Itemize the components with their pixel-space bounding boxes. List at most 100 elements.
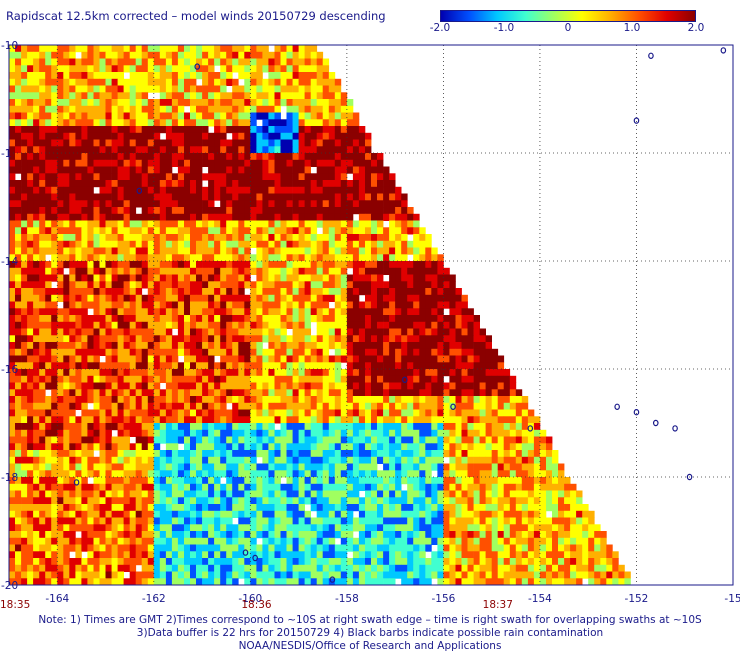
- heatmap-cell: [123, 112, 130, 120]
- heatmap-cell: [141, 497, 149, 505]
- heatmap-cell: [202, 355, 209, 363]
- heatmap-cell: [322, 207, 330, 215]
- heatmap-cell: [27, 173, 34, 181]
- heatmap-cell: [377, 193, 384, 201]
- heatmap-cell: [286, 362, 293, 370]
- heatmap-cell: [250, 45, 257, 53]
- heatmap-cell: [69, 51, 76, 59]
- heatmap-cell: [443, 315, 450, 323]
- heatmap-cell: [280, 463, 287, 471]
- heatmap-cell: [153, 153, 161, 161]
- heatmap-cell: [395, 315, 402, 323]
- heatmap-cell: [322, 308, 330, 316]
- heatmap-cell: [431, 456, 438, 464]
- heatmap-cell: [443, 409, 450, 417]
- heatmap-cell: [159, 153, 167, 161]
- heatmap-cell: [365, 456, 372, 464]
- heatmap-cell: [340, 355, 348, 363]
- heatmap-cell: [214, 220, 221, 228]
- heatmap-cell: [111, 423, 118, 431]
- heatmap-cell: [328, 288, 336, 296]
- heatmap-cell: [63, 362, 70, 370]
- heatmap-cell: [401, 375, 408, 383]
- heatmap-cell: [111, 45, 118, 53]
- heatmap-cell: [81, 328, 88, 336]
- heatmap-cell: [214, 490, 221, 498]
- heatmap-cell: [533, 450, 541, 458]
- heatmap-cell: [334, 409, 342, 417]
- heatmap-cell: [123, 261, 130, 269]
- heatmap-cell: [437, 429, 444, 437]
- heatmap-cell: [358, 477, 366, 485]
- heatmap-cell: [340, 396, 348, 404]
- heatmap-cell: [334, 92, 342, 100]
- heatmap-cell: [371, 274, 378, 282]
- heatmap-cell: [81, 362, 88, 370]
- heatmap-cell: [316, 146, 324, 154]
- heatmap-cell: [401, 261, 408, 269]
- heatmap-cell: [576, 490, 583, 498]
- heatmap-cell: [461, 315, 468, 323]
- heatmap-cell: [340, 146, 348, 154]
- heatmap-cell: [238, 119, 245, 127]
- heatmap-cell: [274, 470, 281, 478]
- heatmap-cell: [334, 402, 342, 410]
- heatmap-cell: [202, 321, 209, 329]
- heatmap-cell: [346, 504, 354, 512]
- heatmap-cell: [395, 220, 402, 228]
- heatmap-cell: [437, 483, 444, 491]
- heatmap-cell: [443, 470, 450, 478]
- heatmap-cell: [371, 409, 378, 417]
- heatmap-cell: [334, 429, 342, 437]
- heatmap-cell: [15, 396, 22, 404]
- heatmap-cell: [220, 335, 227, 343]
- heatmap-cell: [310, 301, 318, 309]
- heatmap-cell: [208, 308, 215, 316]
- heatmap-cell: [9, 382, 16, 390]
- heatmap-cell: [310, 423, 318, 431]
- heatmap-cell: [352, 132, 360, 140]
- heatmap-cell: [111, 355, 118, 363]
- heatmap-cell: [298, 72, 305, 80]
- heatmap-cell: [21, 193, 28, 201]
- heatmap-cell: [431, 477, 438, 485]
- heatmap-cell: [190, 200, 197, 208]
- heatmap-cell: [190, 490, 197, 498]
- heatmap-cell: [81, 119, 88, 127]
- heatmap-cell: [177, 436, 185, 444]
- heatmap-cell: [196, 375, 203, 383]
- heatmap-cell: [69, 355, 76, 363]
- heatmap-cell: [431, 261, 438, 269]
- heatmap-cell: [69, 139, 76, 147]
- heatmap-cell: [165, 45, 173, 53]
- heatmap-cell: [226, 274, 233, 282]
- heatmap-cell: [159, 139, 167, 147]
- heatmap-cell: [521, 429, 529, 437]
- heatmap-cell: [334, 362, 342, 370]
- heatmap-cell: [389, 463, 396, 471]
- heatmap-cell: [57, 416, 64, 424]
- heatmap-cell: [310, 139, 318, 147]
- heatmap-cell: [171, 423, 179, 431]
- heatmap-cell: [75, 294, 82, 302]
- heatmap-cell: [479, 409, 486, 417]
- heatmap-cell: [280, 267, 287, 275]
- heatmap-cell: [389, 389, 396, 397]
- heatmap-cell: [449, 348, 456, 356]
- heatmap-cell: [346, 254, 354, 262]
- heatmap-cell: [256, 308, 263, 316]
- heatmap-cell: [310, 65, 318, 73]
- heatmap-cell: [352, 416, 360, 424]
- heatmap-cell: [69, 193, 76, 201]
- heatmap-cell: [171, 362, 179, 370]
- heatmap-cell: [552, 456, 559, 464]
- heatmap-cell: [69, 497, 76, 505]
- heatmap-cell: [75, 132, 82, 140]
- heatmap-cell: [250, 112, 257, 120]
- heatmap-cell: [503, 456, 511, 464]
- heatmap-cell: [57, 281, 64, 289]
- heatmap-cell: [33, 301, 40, 309]
- heatmap-cell: [202, 146, 209, 154]
- heatmap-cell: [214, 456, 221, 464]
- heatmap-cell: [93, 240, 100, 248]
